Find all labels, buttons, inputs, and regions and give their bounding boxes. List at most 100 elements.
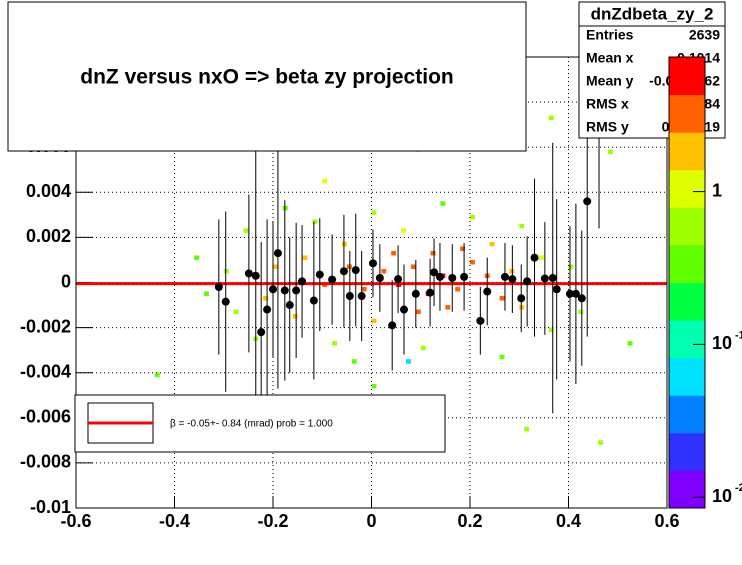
- y-tick-label: -0.01: [30, 497, 71, 517]
- profile-point: [411, 289, 420, 298]
- profile-point: [351, 266, 360, 275]
- profile-point: [292, 286, 301, 295]
- heatmap-cell: [405, 359, 411, 364]
- heatmap-cell: [430, 250, 436, 256]
- stats-label: RMS y: [586, 119, 629, 135]
- profile-point: [483, 287, 492, 296]
- profile-point: [251, 271, 260, 280]
- profile-point: [244, 269, 253, 278]
- heatmap-cell: [598, 440, 603, 445]
- heatmap-cell: [292, 314, 298, 319]
- heatmap-cell: [233, 309, 239, 315]
- x-tick-label: -0.4: [159, 511, 190, 531]
- heatmap-cell: [371, 383, 377, 389]
- stats-label: Mean x: [586, 50, 634, 66]
- profile-point: [257, 328, 266, 337]
- profile-point: [448, 273, 457, 282]
- color-bar-step: [669, 395, 705, 434]
- heatmap-cell: [548, 115, 554, 121]
- z-tick-label: 10: [712, 486, 732, 506]
- profile-point: [565, 289, 574, 298]
- legend-label: β = -0.05+- 0.84 (mrad) prob = 1.000: [170, 419, 333, 430]
- profile-point: [508, 275, 517, 284]
- heatmap-cell: [524, 426, 530, 432]
- profile-point: [357, 292, 366, 301]
- y-tick-label: -0.004: [20, 361, 71, 381]
- color-bar-step: [669, 244, 705, 283]
- heatmap-cell: [154, 372, 160, 378]
- heatmap-cell: [470, 259, 475, 265]
- profile-point: [285, 301, 294, 310]
- color-bar-step: [669, 94, 705, 133]
- heatmap-cell: [371, 318, 377, 324]
- profile-point: [552, 285, 561, 294]
- stats-value: 2639: [689, 27, 720, 43]
- y-tick-label: -0.008: [20, 452, 71, 472]
- color-bar-step: [669, 470, 705, 509]
- profile-point: [269, 285, 277, 294]
- heatmap-cell: [489, 241, 495, 247]
- profile-point: [426, 288, 435, 297]
- heatmap-cell: [578, 309, 584, 315]
- profile-point: [548, 273, 557, 282]
- profile-point: [571, 289, 580, 298]
- y-tick-label: 0.002: [26, 226, 71, 246]
- heatmap-cell: [440, 201, 446, 206]
- heatmap-cell: [499, 354, 505, 360]
- y-tick-label: -0.002: [20, 316, 71, 336]
- profile-point: [280, 286, 289, 295]
- color-bar-step: [669, 132, 705, 171]
- profile-point: [345, 292, 354, 301]
- profile-point: [523, 277, 532, 286]
- x-tick-label: -0.6: [60, 511, 91, 531]
- stats-label: RMS x: [586, 96, 629, 112]
- color-bar-step: [669, 207, 705, 246]
- profile-point: [273, 249, 282, 258]
- profile-point: [263, 305, 272, 314]
- profile-point: [430, 268, 439, 277]
- overlay: β = -0.05+- 0.84 (mrad) prob = 1.000 dnZ…: [7, 1, 726, 531]
- x-tick-label: 0.6: [654, 511, 679, 531]
- profile-point: [577, 294, 586, 303]
- stats-label: Mean y: [586, 73, 634, 89]
- chart-title: dnZ versus nxO => beta zy projection: [80, 66, 453, 89]
- heatmap-cell: [322, 178, 328, 184]
- profile-point: [460, 272, 469, 281]
- z-tick-label: 10: [712, 333, 732, 353]
- profile-point: [500, 272, 509, 281]
- profile-point: [339, 267, 348, 276]
- heatmap-cell: [568, 264, 574, 269]
- heatmap-cell: [243, 228, 249, 233]
- heatmap-cell: [410, 264, 416, 269]
- heatmap-cell: [499, 296, 505, 301]
- heatmap-cell: [371, 210, 377, 215]
- color-bar-step: [669, 169, 705, 208]
- title-box: [7, 1, 527, 152]
- z-tick-label: 1: [712, 180, 722, 200]
- color-bar-step: [669, 282, 705, 321]
- profile-point: [435, 272, 444, 281]
- profile-point: [214, 283, 223, 292]
- color-bar-step: [669, 432, 705, 471]
- stats-title: dnZdbeta_zy_2: [591, 4, 714, 23]
- heatmap-cell: [519, 223, 525, 229]
- x-tick-label: -0.2: [257, 511, 288, 531]
- y-tick-label: -0.006: [20, 407, 71, 427]
- profile-point: [375, 273, 384, 282]
- profile-point: [394, 275, 403, 284]
- heatmap-cell: [538, 255, 544, 260]
- heatmap-cell: [332, 341, 338, 346]
- heatmap-cell: [460, 246, 466, 251]
- x-tick-label: 0.2: [457, 511, 482, 531]
- heatmap-cell: [548, 327, 554, 333]
- profile-point: [298, 277, 307, 286]
- stats-label: Entries: [586, 27, 634, 43]
- profile-point: [400, 305, 409, 314]
- heatmap-cell: [351, 359, 357, 364]
- profile-point: [517, 294, 526, 303]
- color-bar-frame: [668, 56, 706, 509]
- profile-point: [309, 296, 318, 305]
- heatmap-cell: [401, 228, 406, 233]
- profile-point: [530, 253, 539, 262]
